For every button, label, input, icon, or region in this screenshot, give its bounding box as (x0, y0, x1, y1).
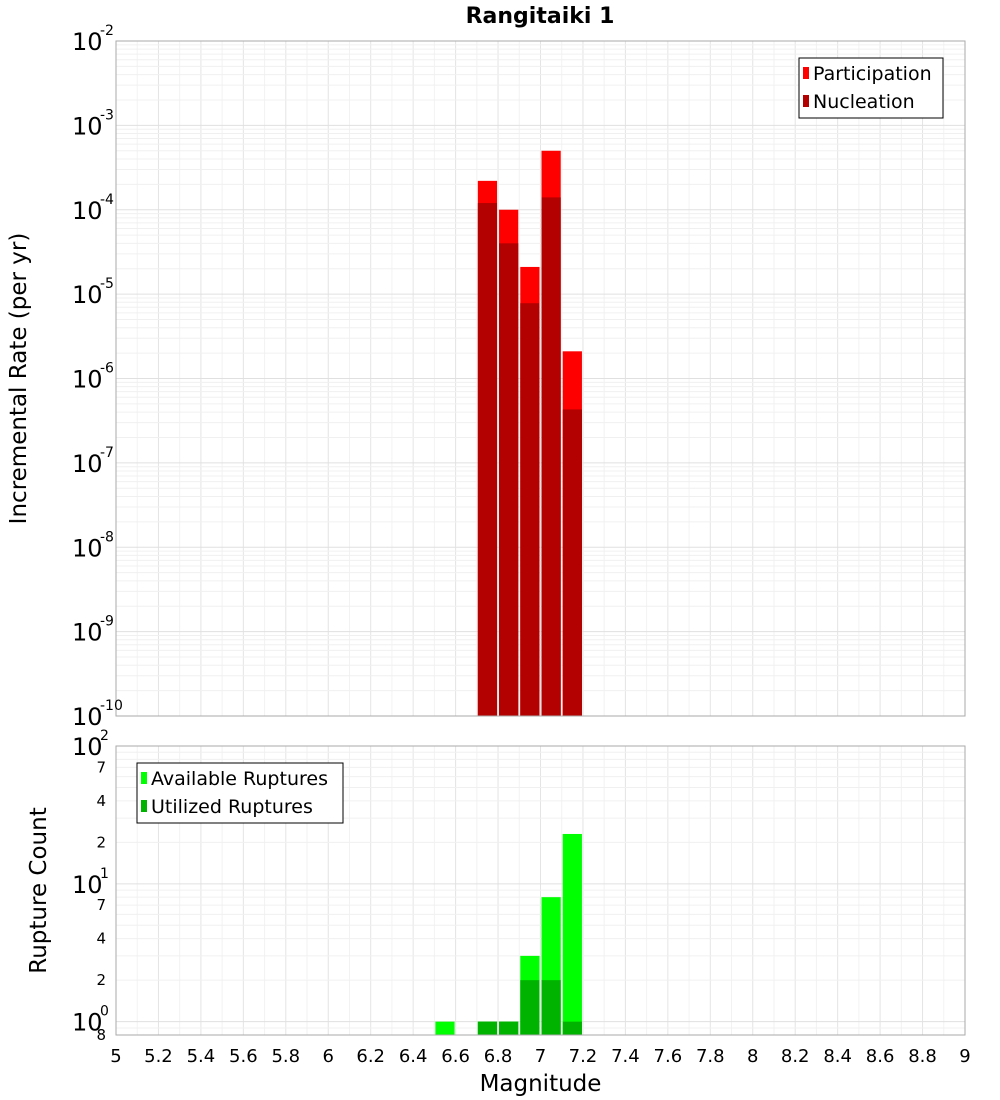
y-tick-label: 10 (72, 1009, 103, 1037)
y-tick-exponent: -7 (100, 445, 114, 461)
x-tick-labels: 5 5.2 5.4 5.6 5.8 6 6.2 6.4 6.6 6.8 7 7.2 7.4 7.6 7.8 8… (110, 1046, 970, 1067)
y-tick-label: 10 (72, 281, 103, 309)
x-axis-label: Magnitude (480, 1071, 602, 1097)
legend-label: Available Ruptures (151, 768, 328, 790)
x-tick-label: 5.2 (144, 1046, 173, 1067)
x-tick-label: 7.2 (569, 1046, 598, 1067)
legend: Participation Nucleation (798, 57, 944, 119)
plot-frame (115, 40, 966, 717)
y-tick-label: 10 (72, 534, 103, 562)
y-tick-label: 10 (72, 703, 103, 731)
y-tick-label: 10 (72, 112, 103, 140)
y-tick-label: 10 (72, 871, 103, 899)
bar (499, 1021, 519, 1035)
y-tick-exponent: 1 (100, 866, 109, 882)
legend-swatch (803, 95, 809, 107)
y-tick-label: 7 (96, 758, 106, 776)
y-tick-exponent: 2 (100, 728, 109, 744)
x-tick-label: 8.6 (866, 1046, 895, 1067)
x-tick-label: 8.2 (781, 1046, 810, 1067)
y-tick-exponent: -10 (100, 698, 123, 714)
y-tick-label: 10 (72, 450, 103, 478)
bar (499, 243, 519, 717)
y-tick-exponent: -8 (100, 529, 114, 545)
y-tick-exponent: -3 (100, 107, 114, 123)
bar (562, 409, 582, 716)
y-tick-label: 8 (96, 1026, 106, 1044)
x-tick-label: 7.4 (611, 1046, 640, 1067)
x-tick-label: 5.4 (187, 1046, 216, 1067)
bar (541, 980, 561, 1035)
legend-label: Utilized Ruptures (151, 796, 313, 818)
x-tick-label: 5.8 (271, 1046, 300, 1067)
legend-box (136, 762, 344, 824)
chart-title: Rangitaiki 1 (466, 4, 615, 29)
y-tick-label: 7 (96, 896, 106, 914)
x-tick-label: 7 (535, 1046, 546, 1067)
y-tick-exponent: -6 (100, 361, 114, 377)
x-tick-label: 6.6 (441, 1046, 470, 1067)
y-tick-label: 10 (72, 619, 103, 647)
x-tick-label: 9 (959, 1046, 970, 1067)
y-tick-exponent: 0 (100, 1004, 109, 1020)
y-axis-label: Rupture Count (26, 807, 52, 973)
x-tick-label: 6.8 (484, 1046, 513, 1067)
legend-box (798, 57, 944, 119)
x-tick-label: 8.4 (823, 1046, 852, 1067)
x-tick-label: 6.2 (356, 1046, 385, 1067)
x-tick-label: 8.8 (908, 1046, 937, 1067)
rate-panel: 10-1010-910-810-710-610-510-410-310-2Inc… (6, 23, 966, 731)
x-tick-label: 7.6 (654, 1046, 683, 1067)
x-tick-label: 5 (110, 1046, 121, 1067)
x-tick-label: 6 (323, 1046, 334, 1067)
legend-swatch (141, 800, 147, 812)
y-tick-label: 2 (96, 971, 106, 989)
y-tick-label: 4 (96, 792, 106, 810)
y-tick-exponent: -5 (100, 276, 114, 292)
legend-label: Participation (813, 63, 932, 85)
y-tick-label: 10 (72, 197, 103, 225)
y-tick-label: 10 (72, 28, 103, 56)
y-tick-exponent: -4 (100, 192, 114, 208)
legend-swatch (803, 67, 809, 79)
bar (477, 1021, 498, 1035)
bar (562, 1021, 582, 1035)
x-tick-label: 6.4 (399, 1046, 428, 1067)
y-tick-label: 10 (72, 366, 103, 394)
y-axis-label: Incremental Rate (per yr) (6, 233, 32, 525)
bar (435, 1021, 455, 1035)
x-tick-label: 8 (747, 1046, 758, 1067)
y-tick-label: 10 (72, 733, 103, 761)
series-nucleation (477, 197, 582, 717)
bar (520, 980, 540, 1035)
plot-frame (115, 745, 966, 1036)
y-tick-label: 4 (96, 930, 106, 948)
legend-label: Nucleation (813, 91, 915, 113)
x-tick-label: 5.6 (229, 1046, 258, 1067)
bar (562, 833, 582, 1035)
bar (477, 203, 498, 716)
x-tick-label: 7.8 (696, 1046, 725, 1067)
legend-swatch (141, 772, 147, 784)
y-tick-exponent: -9 (100, 614, 114, 630)
bar (520, 303, 540, 716)
series-utilized-ruptures (477, 980, 582, 1035)
bar (541, 197, 561, 717)
legend: Available Ruptures Utilized Ruptures (136, 762, 344, 824)
y-tick-label: 2 (96, 833, 106, 851)
y-tick-exponent: -2 (100, 23, 114, 39)
